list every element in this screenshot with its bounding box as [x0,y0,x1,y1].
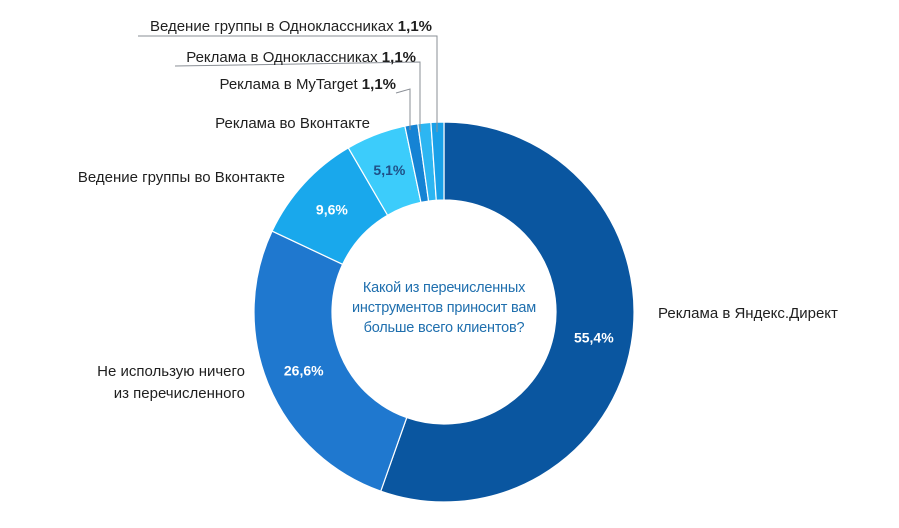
slice-value-0: 55,4% [574,330,614,346]
slice-label-2: Ведение группы во Вконтакте [78,169,285,186]
slice-label-1-line-1: из перечисленного [114,385,245,402]
leader-line-5 [174,61,421,132]
slice-label-0: Реклама в Яндекс.Директ [658,305,838,322]
slice-value-3: 5,1% [373,162,405,178]
slice-0 [379,121,635,503]
slice-label-1-line-0: Не использую ничего [97,363,245,380]
center-question: Какой из перечисленных инструментов прин… [352,280,536,336]
slice-label-6: Ведение группы в Одноклассниках 1,1% [150,18,432,35]
slice-value-1: 26,6% [284,363,324,379]
slice-value-5: 1,1% [378,49,416,66]
slice-6 [430,121,445,201]
slice-label-3: Реклама во Вконтакте [215,115,370,132]
slice-value-6: 1,1% [394,18,432,35]
slice-label-5: Реклама в Одноклассниках 1,1% [186,49,416,66]
slice-value-2: 9,6% [316,201,348,217]
leader-line-4 [395,88,411,130]
slice-label-4: Реклама в MyTarget 1,1% [219,76,396,93]
slice-value-4: 1,1% [358,76,396,93]
slice-1 [253,230,408,492]
leader-line-6 [138,35,438,132]
